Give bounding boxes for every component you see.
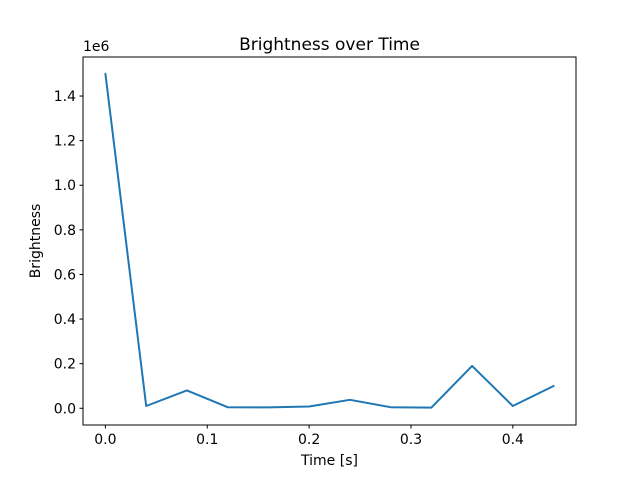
y-tick-label: 0.4	[54, 312, 76, 328]
x-tick-label: 0.4	[502, 432, 524, 448]
y-tick-label: 1.2	[54, 134, 76, 150]
y-axis-label: Brightness	[28, 204, 44, 279]
x-axis: 0.0 0.1 0.2 0.3 0.4	[94, 425, 524, 448]
chart-title: Brightness over Time	[239, 35, 420, 55]
plot-area	[82, 56, 577, 426]
x-tick-label: 0.1	[196, 432, 218, 448]
x-axis-label: Time [s]	[300, 453, 358, 469]
y-tick-label: 1.0	[54, 178, 76, 194]
y-axis-offset-label: 1e6	[83, 39, 110, 55]
axes-spines	[82, 56, 577, 426]
y-tick-label: 0.0	[54, 401, 76, 417]
x-tick-label: 0.2	[298, 432, 320, 448]
x-tick-label: 0.0	[94, 432, 116, 448]
y-tick-label: 0.8	[54, 223, 76, 239]
y-tick-label: 1.4	[54, 89, 76, 105]
x-tick-label: 0.3	[400, 432, 422, 448]
y-tick-label: 0.2	[54, 357, 76, 373]
data-series	[104, 72, 555, 409]
y-tick-label: 0.6	[54, 267, 76, 283]
y-axis: 0.0 0.2 0.4 0.6 0.8 1.0 1.2 1.4	[54, 89, 83, 417]
data-line-brightness	[104, 72, 555, 409]
